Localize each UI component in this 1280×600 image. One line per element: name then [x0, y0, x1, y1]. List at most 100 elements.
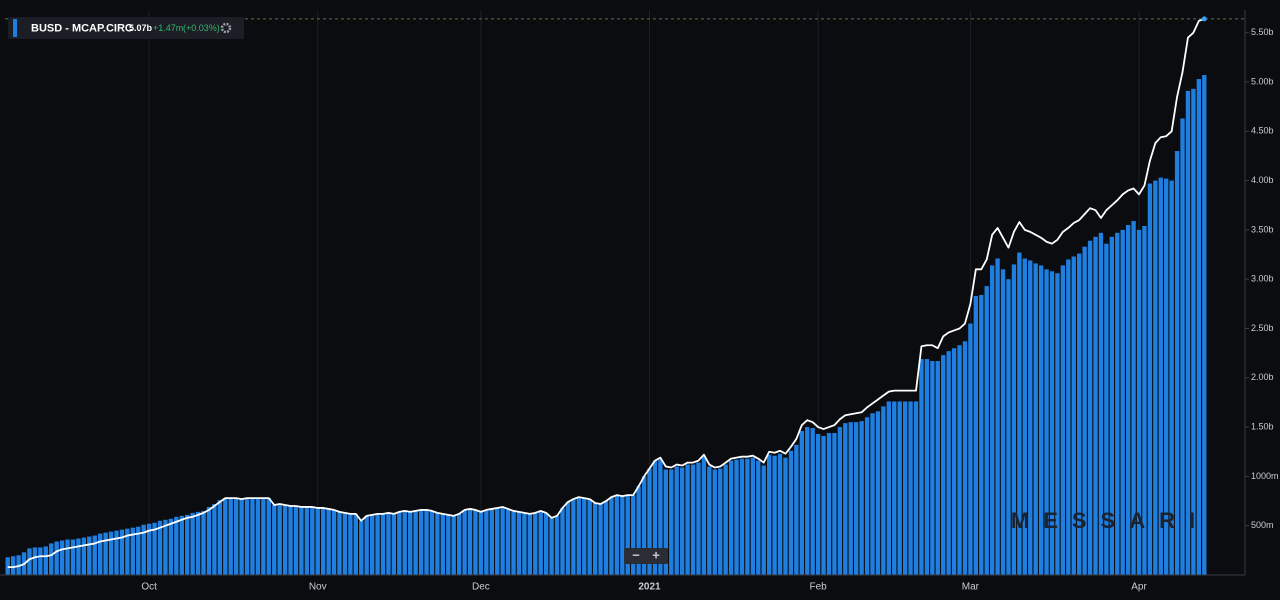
bar	[1109, 236, 1114, 576]
bar	[217, 500, 223, 575]
bar	[397, 511, 402, 575]
bar	[16, 555, 21, 575]
zoom-out[interactable]: −	[632, 547, 640, 562]
bar	[739, 458, 745, 575]
bar	[1038, 265, 1044, 575]
bar	[369, 514, 375, 575]
zoom-in[interactable]: +	[652, 547, 660, 562]
bar	[582, 498, 587, 575]
bar	[451, 515, 456, 575]
bar	[38, 547, 43, 575]
bar	[881, 406, 886, 575]
bar	[489, 508, 494, 575]
bar	[310, 506, 315, 575]
bar	[761, 465, 766, 575]
bar	[875, 411, 881, 575]
bar	[1011, 264, 1017, 575]
bar	[65, 539, 70, 575]
bar	[424, 509, 429, 575]
bar	[1066, 259, 1071, 575]
y-tick-label: 500m	[1251, 520, 1274, 530]
bar	[185, 514, 190, 575]
bar	[244, 498, 250, 575]
bar	[114, 530, 119, 575]
bar	[54, 541, 59, 575]
bar	[1098, 232, 1104, 576]
bar	[587, 499, 592, 575]
gear[interactable]	[220, 22, 232, 34]
bar	[511, 510, 516, 575]
bar	[870, 413, 875, 575]
bar	[141, 524, 146, 575]
bar	[440, 513, 446, 575]
bar	[810, 428, 815, 575]
bar	[233, 498, 239, 575]
bar	[1185, 90, 1191, 575]
bar	[1006, 279, 1011, 575]
bar	[212, 504, 217, 575]
bar	[250, 498, 255, 575]
bar	[27, 548, 32, 575]
bar	[495, 507, 500, 575]
y-tick-label: 4.50b	[1251, 126, 1274, 136]
bar	[125, 528, 130, 575]
bar	[859, 421, 864, 575]
bar	[772, 455, 777, 575]
bar	[837, 427, 843, 575]
bar	[924, 359, 930, 575]
bar	[5, 557, 10, 575]
bar	[984, 286, 989, 575]
y-tick-label: 2.00b	[1251, 372, 1274, 382]
bar	[380, 513, 386, 575]
bar	[478, 511, 484, 575]
bar	[266, 498, 271, 575]
bar	[10, 556, 16, 575]
bar	[1136, 229, 1142, 575]
bar	[348, 513, 353, 575]
bar	[136, 526, 141, 575]
bar	[973, 295, 979, 575]
bar	[32, 547, 38, 575]
bar	[272, 504, 277, 575]
bar	[799, 431, 804, 575]
bar	[157, 520, 163, 575]
bar	[1158, 177, 1163, 575]
bar	[92, 535, 97, 575]
bar	[70, 539, 76, 575]
x-tick-label: Feb	[810, 582, 828, 593]
bar	[43, 546, 48, 575]
bar	[1044, 269, 1049, 575]
bar	[81, 537, 87, 575]
bar	[505, 508, 511, 575]
bar	[1153, 180, 1158, 575]
bar	[282, 504, 288, 575]
bar	[886, 401, 891, 575]
bar	[1049, 271, 1055, 575]
bar	[750, 457, 756, 575]
bar	[701, 456, 707, 575]
bar	[500, 506, 505, 575]
bar	[1028, 260, 1033, 575]
bar	[766, 454, 772, 575]
bar	[631, 495, 636, 575]
bar	[1104, 243, 1109, 575]
last-value-dot	[1201, 16, 1207, 22]
bar	[897, 401, 902, 575]
bar	[337, 511, 342, 575]
bar	[446, 514, 451, 575]
bar	[386, 512, 391, 575]
bar	[1087, 240, 1093, 576]
bar	[119, 529, 125, 575]
y-tick-label: 3.50b	[1251, 224, 1274, 234]
bar	[685, 464, 690, 575]
axes: 500m 1000m 1.50b 2.00b 2.50b 3.00b 3.50b 4.00b 4…	[141, 27, 1278, 593]
bar	[516, 511, 522, 575]
bar	[326, 508, 331, 575]
bar	[957, 345, 962, 575]
bar	[864, 417, 870, 575]
settings-icon[interactable]	[220, 22, 232, 34]
bar	[565, 502, 571, 575]
bar	[826, 433, 832, 575]
